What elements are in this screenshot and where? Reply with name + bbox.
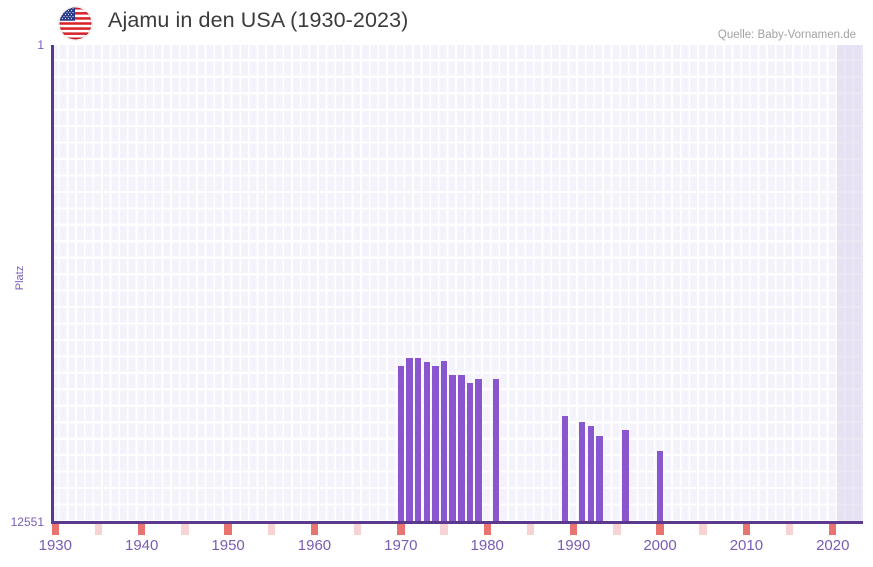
future-period-shading <box>837 45 863 522</box>
tick-mark-1970 <box>397 523 405 535</box>
tick-mark-1955 <box>267 523 275 535</box>
tick-mark-2000 <box>656 523 664 535</box>
tick-mark-2015 <box>785 523 794 535</box>
x-axis-label-2020: 2020 <box>816 537 850 554</box>
bar-2000 <box>656 451 664 522</box>
tick-mark-2010 <box>742 523 751 535</box>
y-axis-top-label: 1 <box>37 38 44 52</box>
us-flag-icon <box>59 7 92 40</box>
y-axis-bottom-label: 12551 <box>10 515 44 529</box>
bars-layer <box>51 45 863 522</box>
x-axis-label-1940: 1940 <box>125 537 159 554</box>
bar-1993 <box>596 436 603 522</box>
x-axis-labels: 1930 1940 1950 1960 1970 1980 1990 2000 2010 2020 <box>0 537 873 563</box>
tick-mark-1990 <box>569 523 578 535</box>
x-axis-label-1990: 1990 <box>556 537 591 554</box>
x-axis-line <box>51 521 863 524</box>
tick-mark-1945 <box>181 523 189 535</box>
source-attribution: Quelle: Baby-Vornamen.de <box>717 29 856 41</box>
tick-mark-1960 <box>310 523 319 535</box>
bar-1978 <box>466 383 474 522</box>
tick-mark-1965 <box>353 523 362 535</box>
x-axis-label-1930: 1930 <box>38 537 72 554</box>
bar-1973 <box>423 361 430 522</box>
tick-mark-2005 <box>699 523 707 535</box>
bar-1996 <box>622 429 629 522</box>
y-axis-line <box>51 45 54 522</box>
x-axis-label-2010: 2010 <box>729 537 764 554</box>
bar-1976 <box>449 374 456 522</box>
tick-mark-1985 <box>526 523 535 535</box>
bar-1977 <box>458 374 465 522</box>
tick-mark-1950 <box>224 523 232 535</box>
x-axis-tick-marks <box>51 523 863 535</box>
bar-1989 <box>561 415 569 522</box>
bar-1992 <box>587 426 595 522</box>
chart-title: Ajamu in den USA (1930-2023) <box>108 8 409 32</box>
tick-mark-1995 <box>613 523 621 535</box>
y-axis-title: Platz <box>14 265 26 291</box>
x-axis-label-1950: 1950 <box>211 537 245 554</box>
tick-mark-2020 <box>829 523 837 535</box>
tick-mark-1940 <box>137 523 146 535</box>
x-axis-label-2000: 2000 <box>643 537 677 554</box>
plot-area <box>51 45 863 522</box>
bar-1974 <box>432 366 439 522</box>
tick-mark-1980 <box>483 523 491 535</box>
chart-header: Ajamu in den USA (1930-2023) Quelle: Bab… <box>0 0 873 45</box>
bar-1975 <box>440 361 448 522</box>
bar-1981 <box>492 379 500 522</box>
tick-mark-1975 <box>440 523 448 535</box>
bar-1991 <box>579 422 586 522</box>
horizontal-gridlines <box>51 45 863 522</box>
x-axis-label-1960: 1960 <box>297 537 332 554</box>
x-axis-label-1970: 1970 <box>384 537 418 554</box>
bar-1971 <box>406 357 413 522</box>
bar-1972 <box>414 357 422 522</box>
tick-mark-1930 <box>51 523 60 535</box>
bar-1970 <box>397 366 405 522</box>
bar-1979 <box>475 379 482 522</box>
tick-mark-1935 <box>94 523 103 535</box>
x-axis-label-1980: 1980 <box>470 537 504 554</box>
